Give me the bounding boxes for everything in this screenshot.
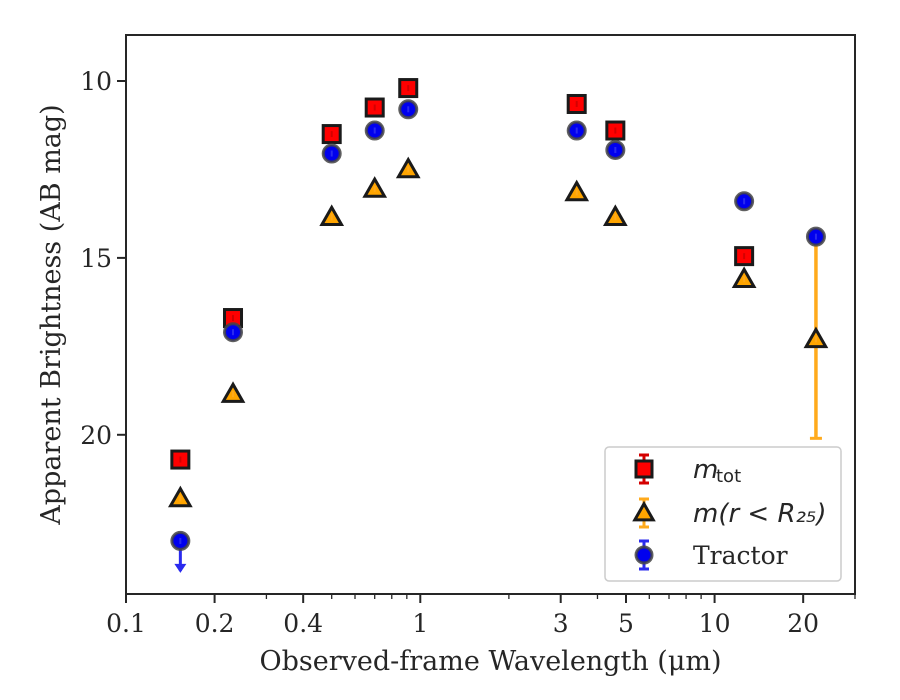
legend-entry-m_r25: m(r < R₂₅): [632, 497, 827, 529]
legend-label: m: [693, 455, 718, 485]
m_tot-point: [605, 120, 626, 141]
tractor-upper-limit-arrow: [174, 563, 187, 573]
m_tot-point: [566, 93, 587, 114]
y-axis-label: Apparent Brightness (AB mag): [36, 104, 67, 525]
axes-frame: [125, 34, 856, 595]
m_tot-point: [734, 246, 755, 267]
tractor-point: [170, 530, 191, 551]
m_tot-point: [321, 124, 342, 145]
legend-entry-tractor: Tractor: [634, 539, 788, 571]
legend-label: Tractor: [693, 541, 788, 570]
m_tot-point: [170, 449, 191, 470]
m_r25-point: [803, 326, 829, 349]
m_tot-point: [398, 78, 419, 99]
m_r25-point: [731, 266, 757, 288]
x-tick-label: 5: [618, 609, 634, 638]
x-tick-label: 1: [412, 609, 428, 638]
axis-ticks: 0.1 0.2 0.4 1 3 5 10 20 10 15 20: [80, 67, 856, 638]
tractor-point: [805, 226, 826, 247]
tractor-point: [566, 120, 587, 141]
x-tick-label: 3: [553, 609, 569, 638]
legend-label: m(r < R₂₅): [693, 499, 827, 529]
legend-circle-marker-fill: [634, 545, 654, 565]
y-tick-label: 20: [80, 421, 112, 450]
m_r25-point: [220, 381, 246, 403]
m_r25-point: [319, 204, 345, 227]
x-tick-label: 0.1: [106, 609, 146, 638]
legend-triangle-marker: [632, 500, 656, 522]
tractor-point: [321, 143, 342, 164]
legend-square-marker: [634, 459, 654, 479]
tractor-point: [364, 120, 385, 141]
m_r25-point: [362, 176, 388, 198]
x-tick-label: 0.4: [283, 609, 323, 638]
x-axis-label: Observed-frame Wavelength (μm): [259, 646, 721, 677]
tractor-point: [605, 139, 626, 160]
m_r25-point: [395, 156, 421, 179]
m_r25-point: [167, 485, 193, 508]
legend-label-subscript: tot: [716, 466, 741, 487]
tractor-point: [398, 99, 419, 120]
x-tick-label: 0.2: [195, 609, 235, 638]
legend-box: [604, 446, 842, 582]
m_tot-point: [364, 97, 385, 118]
tractor-point: [223, 322, 244, 343]
y-tick-label: 15: [80, 244, 112, 273]
legend-circle-marker: [634, 545, 654, 565]
m_r25-point: [564, 179, 590, 202]
x-tick-label: 20: [787, 609, 819, 638]
y-tick-label: 10: [80, 67, 112, 96]
plot-area: [167, 78, 829, 573]
tractor-point: [734, 191, 755, 212]
x-tick-label: 10: [699, 609, 731, 638]
m_r25-point: [602, 204, 628, 227]
